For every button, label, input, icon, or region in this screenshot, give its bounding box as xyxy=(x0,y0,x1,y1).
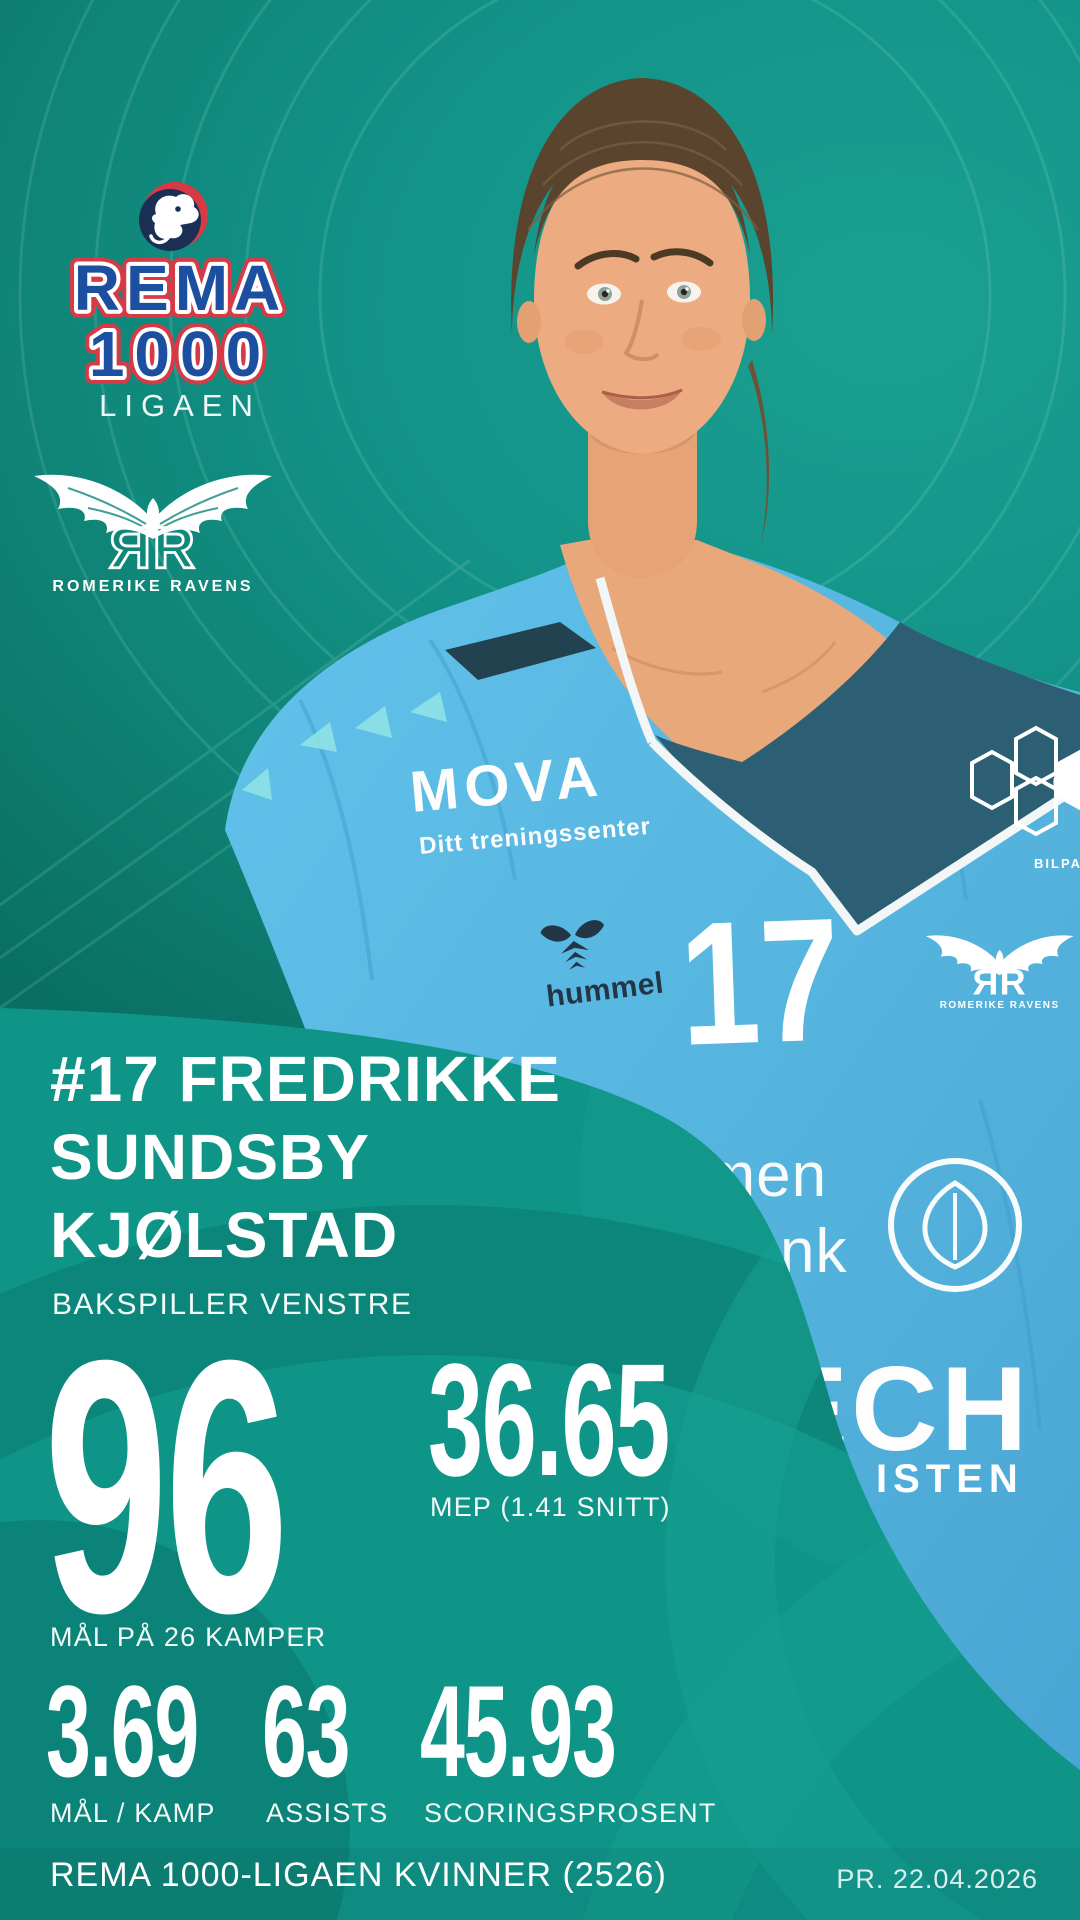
player-name-block: #17 FREDRIKKE SUNDSBY KJØLSTAD xyxy=(50,1040,561,1274)
hexagon-sponsor-text: CT xyxy=(1052,764,1080,802)
league-wordmark2: 1000 xyxy=(89,318,271,390)
player-name-line2: SUNDSBY xyxy=(50,1121,370,1193)
chest-sponsor-line2: nk xyxy=(780,1217,847,1286)
stat-secondary-label: MEP (1.41 SNITT) xyxy=(430,1492,671,1522)
footer-league-season: REMA 1000-LIGAEN KVINNER (2526) xyxy=(50,1856,667,1894)
club-logo: ЯR ROMERIKE RAVENS xyxy=(34,474,272,595)
lower-sponsor-small: ISTEN xyxy=(876,1457,1024,1501)
ear-right xyxy=(742,299,766,341)
league-wordmark-outline: REMA xyxy=(74,252,286,324)
stat-row-value-1: 3.69 xyxy=(46,1658,199,1804)
footer-date: PR. 22.04.2026 xyxy=(836,1864,1038,1894)
league-wordmark: REMA xyxy=(74,252,286,324)
hexagon-sponsor-logo: CT BILPA xyxy=(970,725,1080,871)
league-logo: REMA REMA 1000 1000 LIGAEN xyxy=(66,182,288,423)
club-name: ROMERIKE RAVENS xyxy=(52,578,253,595)
jersey-number: 17 xyxy=(677,881,843,1082)
league-subtitle: LIGAEN xyxy=(99,388,261,423)
stat-row-value-2: 63 xyxy=(262,1658,350,1804)
ear-left xyxy=(517,301,541,343)
hair-streaks xyxy=(526,120,760,231)
shoulder-patch xyxy=(445,622,596,680)
stat-row-label-3: SCORINGSPROSENT xyxy=(424,1798,717,1828)
stat-secondary-value: 36.65 xyxy=(428,1330,670,1509)
stat-row-value-3: 45.93 xyxy=(420,1658,617,1804)
player-name-line3: KJØLSTAD xyxy=(50,1199,399,1271)
hair xyxy=(511,78,774,335)
hair-lock xyxy=(748,360,770,548)
club-monogram: ЯR xyxy=(109,516,197,581)
stat-row-label-1: MÅL / KAMP xyxy=(50,1798,216,1828)
collar-trim xyxy=(595,576,1080,936)
stat-primary-label: MÅL PÅ 26 KAMPER xyxy=(50,1622,327,1652)
player-name-line1: #17 FREDRIKKE xyxy=(50,1043,561,1115)
hexagon-sponsor-subtext: BILPA xyxy=(1034,856,1080,871)
stat-row-label-2: ASSISTS xyxy=(266,1798,389,1828)
league-wordmark2-outline: 1000 xyxy=(89,318,271,390)
hairline xyxy=(534,130,750,255)
sleeve-accents xyxy=(242,692,447,800)
stat-primary-value: 96 xyxy=(44,1286,289,1688)
leaf-logo xyxy=(888,1158,1022,1292)
jersey-club-name: ROMERIKE RAVENS xyxy=(940,1000,1060,1011)
jersey-club-crest: ЯR ROMERIKE RAVENS xyxy=(925,935,1074,1011)
rema-lion-icon xyxy=(139,182,208,251)
player-position: BAKSPILLER VENSTRE xyxy=(52,1288,413,1321)
jersey-club-monogram: ЯR xyxy=(973,961,1027,1002)
face-features xyxy=(564,248,721,410)
